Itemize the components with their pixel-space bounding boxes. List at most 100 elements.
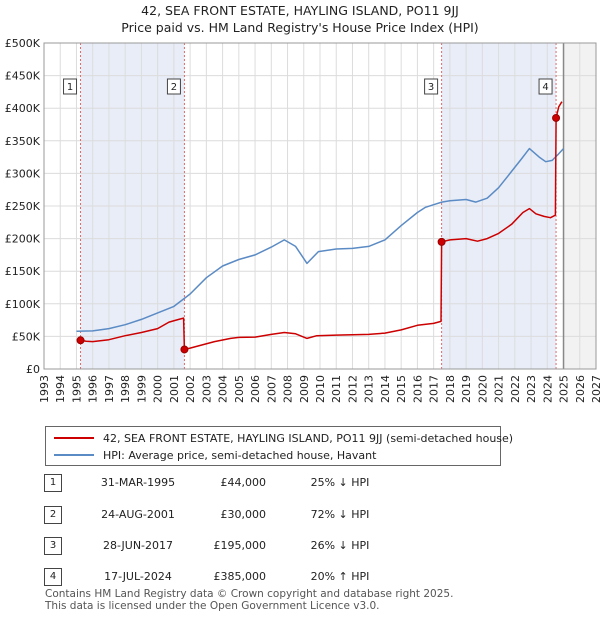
sale-price: £385,000 [213, 570, 267, 583]
x-tick-label: 2001 [168, 375, 181, 403]
sale-badge: 1 [44, 474, 62, 492]
y-tick-label: £0 [26, 363, 40, 376]
sale-date-lines [80, 43, 565, 369]
sale-row: 2 24-AUG-2001 £30,000 72% ↓ HPI [44, 506, 444, 526]
x-tick-label: 2022 [509, 375, 522, 403]
sale-point [76, 336, 85, 345]
y-tick-label: £350K [5, 135, 41, 148]
axes [43, 42, 597, 370]
x-axis-tick-labels: 1993 1994 1995 1996 1997 1998 1999 2000 2001 2002… [38, 375, 600, 403]
legend-item-hpi: HPI: Average price, semi-detached house,… [54, 447, 376, 463]
x-tick-label: 2025 [558, 375, 571, 403]
x-tick-label: 1993 [38, 375, 51, 403]
legend: 42, SEA FRONT ESTATE, HAYLING ISLAND, PO… [45, 426, 513, 466]
sale-point [180, 345, 189, 354]
footer: Contains HM Land Registry data © Crown c… [45, 588, 454, 612]
sale-marker-box [166, 78, 181, 95]
y-tick-label: £500K [5, 37, 41, 50]
x-tick-label: 2016 [411, 375, 424, 403]
y-tick-label: £200K [5, 233, 41, 246]
x-tick-label: 2015 [395, 375, 408, 403]
x-tick-label: 2026 [574, 375, 587, 403]
sale-date: 24-AUG-2001 [101, 508, 175, 521]
x-tick-label: 2006 [249, 375, 262, 403]
y-tick-label: £50K [12, 330, 41, 343]
x-tick-label: 2012 [346, 375, 359, 403]
x-tick-label: 2017 [428, 375, 441, 403]
x-tick-label: 2010 [314, 375, 327, 403]
sale-badge: 4 [44, 568, 62, 586]
x-tick-label: 2000 [152, 375, 165, 403]
hpi-series-line [76, 147, 565, 332]
y-tick-label: £150K [5, 265, 41, 278]
y-tick-label: £450K [5, 70, 41, 83]
property-series-line [80, 101, 563, 351]
x-tick-label: 2027 [590, 375, 600, 403]
x-tick-label: 2023 [525, 375, 538, 403]
sale-date: 28-JUN-2017 [102, 539, 174, 552]
x-tick-label: 1999 [135, 375, 148, 403]
legend-swatch-property [54, 437, 94, 439]
sale-marker-box [63, 78, 78, 95]
sale-point [552, 113, 561, 122]
x-tick-label: 2021 [493, 375, 506, 403]
x-tick-label: 1997 [103, 375, 116, 403]
sale-row: 4 17-JUL-2024 £385,000 20% ↑ HPI [44, 568, 444, 588]
x-tick-label: 2011 [330, 375, 343, 403]
x-tick-label: 1995 [70, 375, 83, 403]
sale-markers: 1 2 3 4 [63, 78, 561, 354]
sale-marker-box [424, 78, 439, 95]
series-lines [76, 101, 565, 351]
sale-marker-label: 1 [67, 82, 73, 93]
x-tick-label: 1994 [54, 375, 67, 403]
sale-row: 1 31-MAR-1995 £44,000 25% ↓ HPI [44, 474, 444, 494]
sale-badge: 3 [44, 537, 62, 555]
sale-hpi-comparison: 26% ↓ HPI [310, 539, 370, 552]
x-tick-label: 2024 [541, 375, 554, 403]
x-tick-label: 2014 [379, 375, 392, 403]
x-tick-label: 1998 [119, 375, 132, 403]
x-tick-label: 2002 [184, 375, 197, 403]
x-tick-label: 2003 [200, 375, 213, 403]
legend-item-property: 42, SEA FRONT ESTATE, HAYLING ISLAND, PO… [54, 430, 513, 446]
sale-date: 31-MAR-1995 [100, 476, 176, 489]
x-tick-label: 2007 [265, 375, 278, 403]
footer-copyright: Contains HM Land Registry data © Crown c… [45, 588, 454, 600]
legend-swatch-hpi [54, 454, 94, 456]
legend-label-hpi: HPI: Average price, semi-detached house,… [103, 448, 377, 462]
sale-date: 17-JUL-2024 [104, 570, 172, 583]
y-tick-label: £400K [5, 102, 41, 115]
sale-price: £195,000 [213, 539, 267, 552]
sale-row: 3 28-JUN-2017 £195,000 26% ↓ HPI [44, 537, 444, 557]
footer-licence: This data is licensed under the Open Gov… [45, 599, 380, 612]
sale-price: £30,000 [220, 508, 267, 521]
chart-title-line2: Price paid vs. HM Land Registry's House … [121, 20, 479, 35]
x-tick-label: 1996 [87, 375, 100, 403]
legend-label-property: 42, SEA FRONT ESTATE, HAYLING ISLAND, PO… [103, 431, 514, 445]
x-tick-label: 2018 [444, 375, 457, 403]
x-tick-label: 2008 [282, 375, 295, 403]
price-chart: 1 2 3 4 £0 £50K £100K £150K £200K £250K £300K £350… [5, 37, 600, 403]
x-tick-label: 2009 [298, 375, 311, 403]
x-tick-label: 2020 [476, 375, 489, 403]
sale-hpi-comparison: 25% ↓ HPI [310, 476, 370, 489]
sale-point [437, 237, 446, 246]
sale-marker-label: 3 [428, 82, 434, 93]
sale-marker-label: 4 [542, 82, 548, 93]
sale-hpi-comparison: 72% ↓ HPI [310, 508, 370, 521]
y-tick-label: £300K [5, 167, 41, 180]
sale-badge: 2 [44, 506, 62, 524]
y-tick-label: £250K [5, 200, 41, 213]
x-tick-label: 2013 [363, 375, 376, 403]
plot-frame [43, 42, 597, 370]
sale-price: £44,000 [220, 476, 267, 489]
y-tick-label: £100K [5, 298, 41, 311]
x-tick-label: 2019 [460, 375, 473, 403]
sale-hpi-comparison: 20% ↑ HPI [310, 570, 370, 583]
sale-marker-label: 2 [171, 82, 177, 93]
x-tick-label: 2004 [217, 375, 230, 403]
chart-title-line1: 42, SEA FRONT ESTATE, HAYLING ISLAND, PO… [141, 3, 459, 18]
chart-title: 42, SEA FRONT ESTATE, HAYLING ISLAND, PO… [0, 2, 600, 36]
x-tick-label: 2005 [233, 375, 246, 403]
y-axis-tick-labels: £0 £50K £100K £150K £200K £250K £300K £350K £400… [5, 37, 41, 376]
